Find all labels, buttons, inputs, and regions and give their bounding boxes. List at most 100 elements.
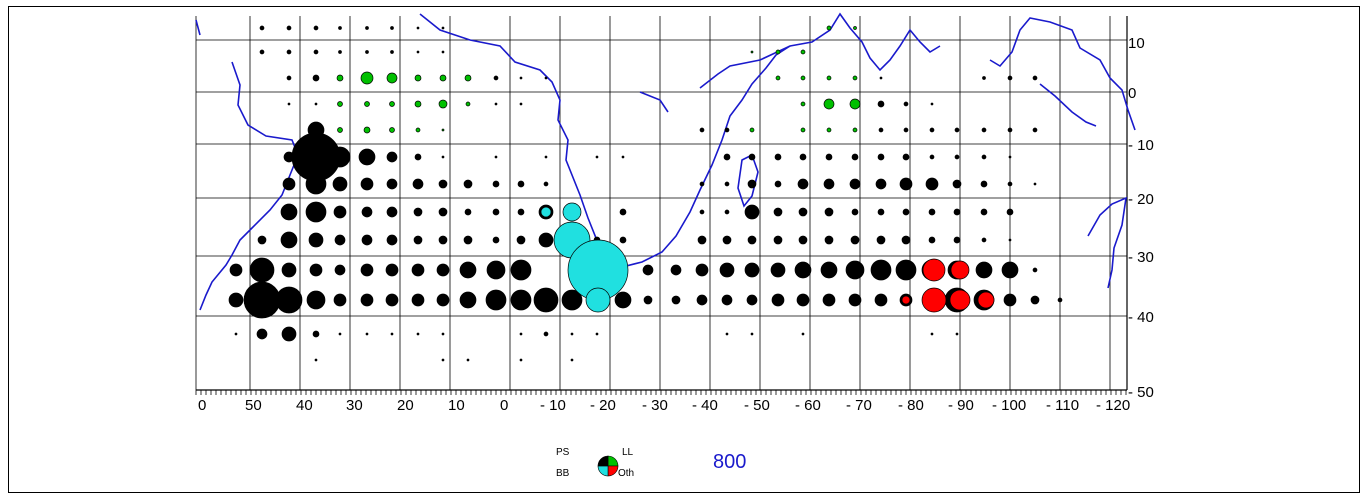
catch-bubble [416,26,420,30]
catch-bubble [533,287,559,313]
catch-bubble [671,295,681,305]
catch-bubble [826,75,832,81]
catch-bubble [642,264,654,276]
catch-bubble [312,330,320,338]
catch-bubble [314,358,318,362]
catch-bubble [899,177,913,191]
catch-bubble [1032,267,1038,273]
catch-bubble [826,127,832,133]
catch-bubble [953,208,961,216]
catch-bubble [719,262,735,278]
catch-bubble [519,332,523,336]
catch-bubble [878,127,884,133]
catch-bubble [360,293,374,307]
catch-bubble [464,74,472,82]
catch-bubble [1032,127,1038,133]
map-frame [8,6,1360,493]
catch-bubble [570,332,574,336]
catch-bubble [312,74,320,82]
catch-bubble [361,206,373,218]
catch-bubble [901,295,911,305]
catch-bubble [773,235,783,245]
catch-bubble [390,26,394,30]
catch-bubble [275,286,303,314]
catch-bubble [313,49,319,55]
catch-bubble [438,207,448,217]
catch-bubble [744,204,760,220]
catch-bubble [724,127,730,133]
catch-bubble [724,209,730,215]
catch-bubble [561,289,583,311]
catch-bubble [413,235,423,245]
catch-bubble [695,263,709,277]
catch-bubble [493,75,499,81]
catch-bubble [1057,297,1063,303]
legend-oth-label: Oth [618,468,634,479]
catch-bubble [849,178,861,190]
x-tick-label: 20 [397,397,414,414]
catch-bubble [1003,293,1017,307]
catch-bubble [619,208,627,216]
catch-bubble [360,177,374,191]
x-tick-label: 30 [346,397,363,414]
x-tick-label: - 10 [540,397,566,414]
catch-bubble [848,293,862,307]
catch-bubble [411,293,425,307]
catch-bubble [921,287,947,313]
catch-bubble [463,235,473,245]
catch-bubble [585,287,611,313]
catch-bubble [313,25,319,31]
catch-bubble [336,74,344,82]
catch-bubble [333,293,347,307]
catch-bubble [851,208,859,216]
catch-bubble [519,102,523,106]
x-tick-label: 0 [500,397,508,414]
catch-bubble [824,207,834,217]
catch-bubble [415,127,421,133]
catch-bubble [775,75,781,81]
x-tick-label: - 120 [1096,397,1130,414]
catch-bubble [929,127,935,133]
catch-bubble [614,291,632,309]
catch-bubble [800,101,806,107]
catch-bubble [390,50,394,54]
x-tick-label: - 40 [692,397,718,414]
coastline-america [195,19,299,311]
catch-bubble [308,232,324,248]
catch-bubble [929,154,935,160]
catch-bubble [358,148,376,166]
catch-bubble [492,236,500,244]
legend-scale-value: 800 [713,451,746,473]
catch-bubble [699,127,705,133]
catch-bubble [824,235,834,245]
catch-bubble [722,235,732,245]
catch-bubble [463,179,473,189]
catch-bubble [950,260,970,280]
catch-bubble [975,261,993,279]
catch-bubble [416,50,420,54]
catch-bubble [697,235,707,245]
catch-bubble [338,26,342,30]
catch-bubble [798,235,808,245]
x-tick-label: 0 [198,397,206,414]
catch-bubble [773,207,783,217]
catch-bubble [544,155,548,159]
catch-bubble [286,49,292,55]
x-tick-label: - 100 [992,397,1026,414]
catch-bubble [314,102,318,106]
catch-bubble [309,263,323,277]
catch-bubble [982,76,986,80]
legend-ps-label: PS [556,447,570,458]
x-tick-label: 50 [245,397,262,414]
catch-bubble [1006,208,1014,216]
catch-bubble [305,201,327,223]
x-tick-label: - 60 [795,397,821,414]
catch-bubble [903,127,909,133]
catch-bubble [365,26,369,30]
catch-bubble [980,180,988,188]
catch-bubble [794,261,812,279]
catch-bubble [619,236,627,244]
catch-bubble [980,208,988,216]
catch-bubble [441,155,445,159]
